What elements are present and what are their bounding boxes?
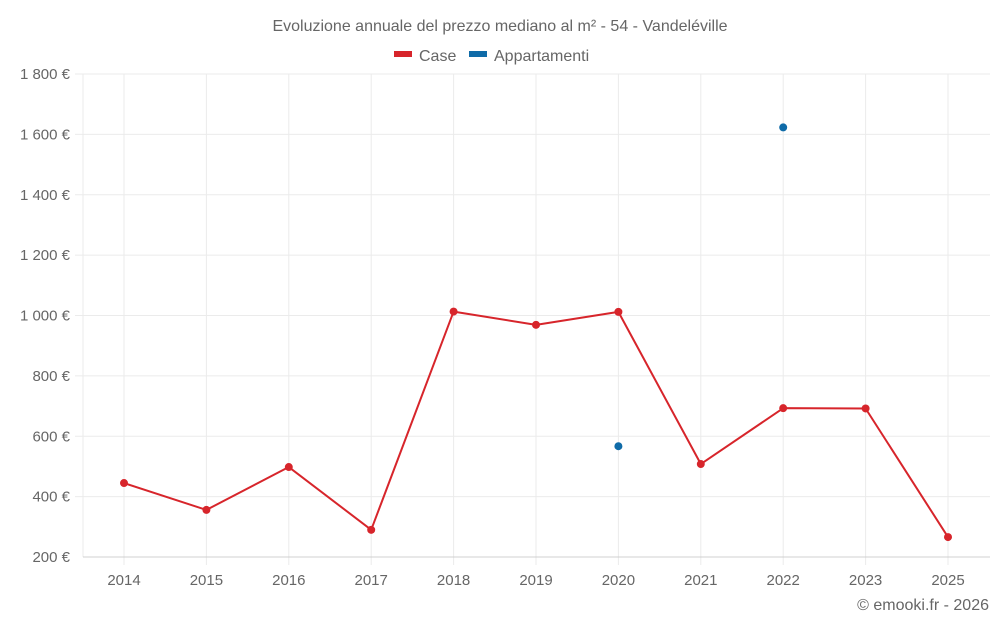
data-point[interactable] (944, 533, 952, 542)
series-case (120, 307, 952, 542)
y-tick-label: 1 600 € (20, 126, 71, 143)
data-point[interactable] (614, 307, 623, 316)
x-axis: 2014 2015 2016 2017 2018 2019 2020 2021 2022 2023… (83, 556, 990, 589)
data-point[interactable] (779, 404, 788, 413)
y-tick-label: 200 € (32, 549, 70, 566)
data-point[interactable] (861, 404, 870, 413)
data-point[interactable] (284, 463, 293, 472)
legend-item-case[interactable]: Case (394, 48, 456, 65)
data-point[interactable] (779, 123, 788, 132)
x-tick-label: 2016 (272, 572, 305, 589)
legend-swatch-icon (394, 51, 412, 57)
y-tick-label: 1 200 € (20, 247, 71, 264)
x-tick-label: 2017 (355, 572, 388, 589)
x-tick-label: 2021 (684, 572, 717, 589)
data-point[interactable] (614, 442, 623, 451)
x-tick-label: 2020 (602, 572, 635, 589)
x-tick-label: 2018 (437, 572, 470, 589)
grid (75, 73, 990, 565)
data-point[interactable] (367, 525, 376, 534)
x-tick-label: 2019 (519, 572, 552, 589)
x-tick-label: 2025 (931, 572, 964, 589)
x-tick-label: 2022 (767, 572, 800, 589)
data-point[interactable] (449, 307, 458, 316)
x-tick-label: 2023 (849, 572, 882, 589)
data-point[interactable] (120, 479, 128, 488)
data-point[interactable] (696, 460, 705, 469)
legend-label: Case (419, 48, 456, 65)
y-tick-label: 400 € (32, 489, 70, 506)
y-axis: 200 € 400 € 600 € 800 € 1 000 € 1 200 € 1 400 … (20, 66, 71, 566)
y-tick-label: 800 € (32, 368, 70, 385)
x-tick-label: 2014 (107, 572, 140, 589)
data-point[interactable] (532, 320, 540, 329)
y-tick-label: 1 800 € (20, 66, 71, 83)
legend: Case Appartamenti (394, 48, 589, 65)
y-tick-label: 600 € (32, 428, 70, 445)
credit-text: © emooki.fr - 2026 (857, 597, 989, 614)
legend-swatch-icon (469, 51, 487, 57)
legend-item-appartamenti[interactable]: Appartamenti (469, 48, 589, 65)
series-layer (120, 123, 952, 542)
legend-label: Appartamenti (494, 48, 589, 65)
data-point[interactable] (202, 505, 211, 514)
y-tick-label: 1 400 € (20, 187, 71, 204)
chart-title: Evoluzione annuale del prezzo mediano al… (272, 18, 727, 35)
y-tick-label: 1 000 € (20, 308, 71, 325)
series-appartamenti (614, 123, 788, 451)
x-tick-label: 2015 (190, 572, 223, 589)
